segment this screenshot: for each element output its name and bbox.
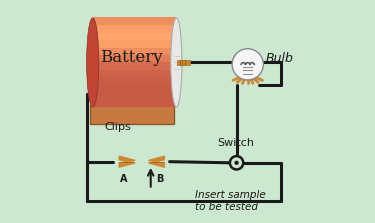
FancyBboxPatch shape	[93, 47, 176, 55]
Polygon shape	[119, 156, 135, 162]
Polygon shape	[119, 162, 135, 167]
Ellipse shape	[171, 18, 182, 107]
Text: A: A	[120, 174, 128, 184]
Polygon shape	[148, 162, 164, 167]
Text: Battery: Battery	[100, 50, 163, 66]
FancyBboxPatch shape	[93, 17, 176, 25]
FancyBboxPatch shape	[93, 32, 176, 40]
FancyBboxPatch shape	[93, 55, 176, 62]
Text: Clips: Clips	[104, 122, 130, 132]
FancyBboxPatch shape	[93, 25, 176, 33]
FancyBboxPatch shape	[243, 64, 252, 76]
Text: Bulb: Bulb	[266, 52, 293, 65]
FancyBboxPatch shape	[93, 84, 176, 92]
FancyBboxPatch shape	[93, 99, 176, 107]
Polygon shape	[148, 156, 164, 162]
Text: B: B	[156, 174, 164, 184]
Circle shape	[232, 49, 263, 80]
Ellipse shape	[87, 18, 99, 107]
FancyBboxPatch shape	[93, 77, 176, 85]
FancyBboxPatch shape	[93, 40, 176, 47]
Text: Insert sample
to be tested: Insert sample to be tested	[195, 190, 266, 211]
Circle shape	[234, 161, 239, 165]
FancyBboxPatch shape	[177, 60, 190, 65]
FancyBboxPatch shape	[93, 62, 176, 70]
FancyBboxPatch shape	[93, 18, 176, 107]
FancyBboxPatch shape	[90, 105, 174, 124]
Circle shape	[230, 156, 243, 169]
FancyBboxPatch shape	[93, 92, 176, 100]
Text: Switch: Switch	[217, 138, 254, 148]
FancyBboxPatch shape	[93, 69, 176, 77]
